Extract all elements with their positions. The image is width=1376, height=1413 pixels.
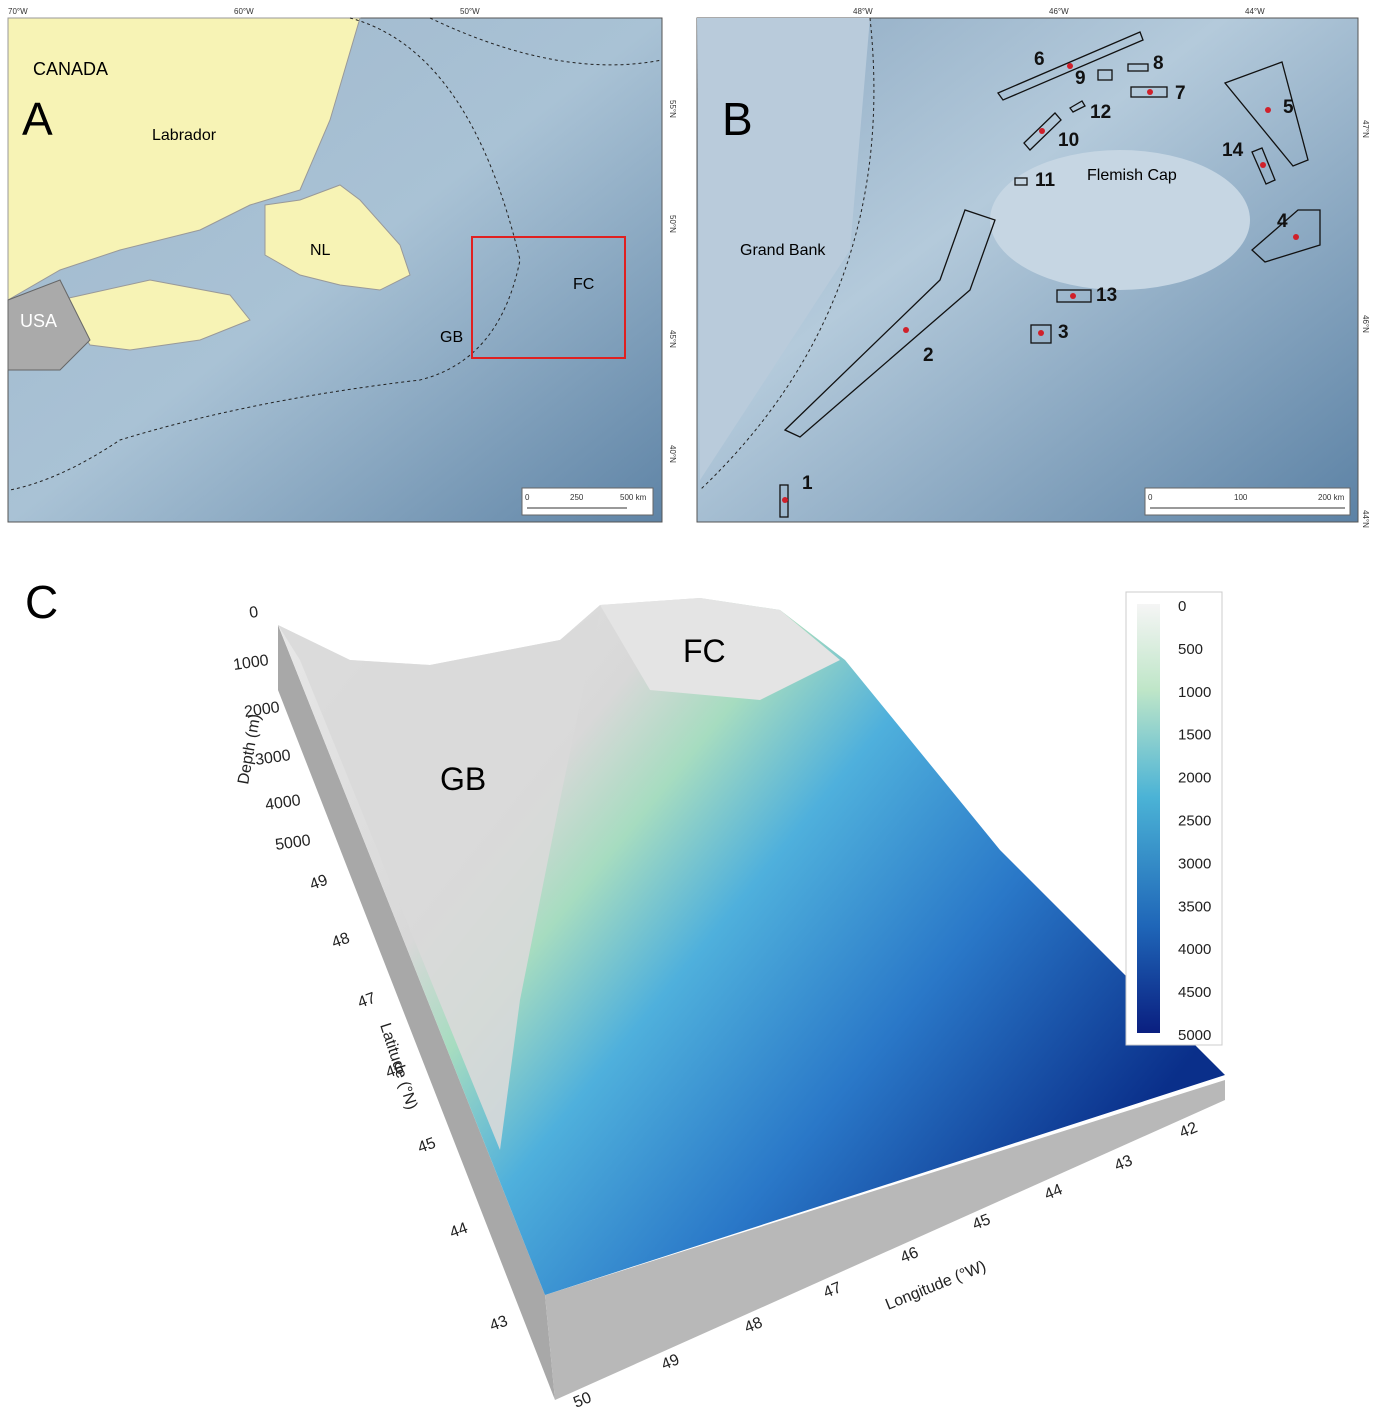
place-label: FC (573, 276, 594, 293)
scale-label: 0 (525, 493, 530, 502)
axis-title: Longitude (°W) (883, 1258, 988, 1314)
site-label: 4 (1277, 211, 1288, 232)
colorbar-tick: 4000 (1178, 941, 1211, 958)
colorbar-tick: 1000 (1178, 684, 1211, 701)
colorbar-tick: 0 (1178, 598, 1186, 615)
depth-tick: 1000 (232, 652, 270, 674)
depth-tick: 5000 (274, 832, 312, 854)
scale-label: 0 (1148, 493, 1153, 502)
lon-tick: 60°W (234, 7, 254, 16)
lat-tick: 47 (356, 990, 379, 1012)
site-dot (782, 497, 788, 503)
site-dot (1067, 63, 1073, 69)
lon-tick: 50°W (460, 7, 480, 16)
site-label: 6 (1034, 49, 1045, 70)
place-label: FC (683, 633, 726, 669)
place-label: GB (440, 329, 463, 346)
site-label: 9 (1075, 68, 1086, 89)
lon-tick: 46 (898, 1244, 921, 1266)
lat-tick: 43 (488, 1313, 511, 1335)
place-label: CANADA (33, 59, 108, 79)
site-label: 5 (1283, 97, 1294, 118)
lon-tick: 47 (821, 1279, 844, 1301)
site-dot (1260, 162, 1266, 168)
depth-tick: 3000 (254, 747, 292, 769)
site-label: 2 (923, 345, 934, 366)
lon-tick: 50 (571, 1389, 594, 1411)
site-label: 13 (1096, 285, 1117, 306)
colorbar (1137, 604, 1160, 1033)
scale-label: 250 (570, 493, 584, 502)
lon-tick: 48°W (853, 7, 873, 16)
site-label: 1 (802, 473, 813, 494)
colorbar-tick: 2000 (1178, 770, 1211, 787)
site-label: 8 (1153, 53, 1164, 74)
figure: A CANADA Labrador NL USA GB FC 70°W 60°W… (0, 0, 1376, 1413)
axis-title: Depth (m) (235, 713, 264, 786)
lat-tick: 44 (448, 1220, 471, 1242)
place-label: Labrador (152, 127, 217, 144)
lat-tick: 46°N (1361, 315, 1370, 333)
lat-tick: 45 (416, 1135, 439, 1157)
lon-tick: 70°W (8, 7, 28, 16)
site-dot (1038, 330, 1044, 336)
panel-b: B Grand Bank Flemish Cap 1 2 3 4 5 6 7 8… (697, 7, 1370, 528)
site-dot (903, 327, 909, 333)
site-label: 3 (1058, 322, 1069, 343)
page: {"panel_a":{"letter":"A","canada":"CANAD… (0, 0, 1376, 1413)
site-label: 10 (1058, 130, 1079, 151)
colorbar-tick: 2500 (1178, 813, 1211, 830)
colorbar-tick: 5000 (1178, 1027, 1211, 1044)
site-label: 11 (1035, 170, 1056, 191)
panel-letter: A (22, 93, 53, 145)
lon-tick: 46°W (1049, 7, 1069, 16)
scale-label: 100 (1234, 493, 1248, 502)
lat-tick: 50°N (668, 215, 677, 233)
lon-tick: 44°W (1245, 7, 1265, 16)
lon-tick: 44 (1042, 1181, 1065, 1203)
lon-tick: 45 (970, 1211, 993, 1233)
lat-tick: 55°N (668, 100, 677, 118)
lat-tick: 48 (330, 930, 353, 952)
lat-tick: 44°N (1361, 510, 1370, 528)
place-label: NL (310, 242, 331, 259)
site-dot (1070, 293, 1076, 299)
place-label: Flemish Cap (1087, 167, 1177, 184)
site-label: 7 (1175, 83, 1186, 104)
lat-tick: 40°N (668, 445, 677, 463)
panel-c: C GB FC Depth (m) 0 1000 2000 3000 4000 … (25, 576, 1225, 1412)
depth-tick: 0 (248, 604, 259, 622)
panel-letter: B (722, 93, 753, 145)
site-dot (1293, 234, 1299, 240)
scale-label: 200 km (1318, 493, 1345, 502)
colorbar-tick: 3000 (1178, 855, 1211, 872)
place-label: GB (440, 761, 486, 797)
colorbar-tick: 500 (1178, 641, 1203, 658)
colorbar-tick: 1500 (1178, 727, 1211, 744)
site-label: 12 (1090, 102, 1111, 123)
site-dot (1147, 89, 1153, 95)
depth-tick: 2000 (243, 699, 281, 721)
place-label: USA (20, 311, 57, 331)
lon-tick: 49 (659, 1351, 682, 1373)
depth-tick: 4000 (264, 792, 302, 814)
lat-tick: 49 (308, 872, 331, 894)
place-label: Grand Bank (740, 242, 826, 259)
site-label: 14 (1222, 140, 1244, 161)
lon-tick: 48 (742, 1314, 765, 1336)
lat-tick: 47°N (1361, 120, 1370, 138)
lon-tick: 42 (1177, 1119, 1200, 1141)
site-dot (1039, 128, 1045, 134)
colorbar-tick: 3500 (1178, 898, 1211, 915)
site-dot (1265, 107, 1271, 113)
lat-tick: 45°N (668, 330, 677, 348)
panel-a: A CANADA Labrador NL USA GB FC 70°W 60°W… (8, 7, 677, 522)
panel-letter: C (25, 576, 58, 628)
scale-label: 500 km (620, 493, 647, 502)
colorbar-tick: 4500 (1178, 984, 1211, 1001)
lon-tick: 43 (1112, 1152, 1135, 1174)
